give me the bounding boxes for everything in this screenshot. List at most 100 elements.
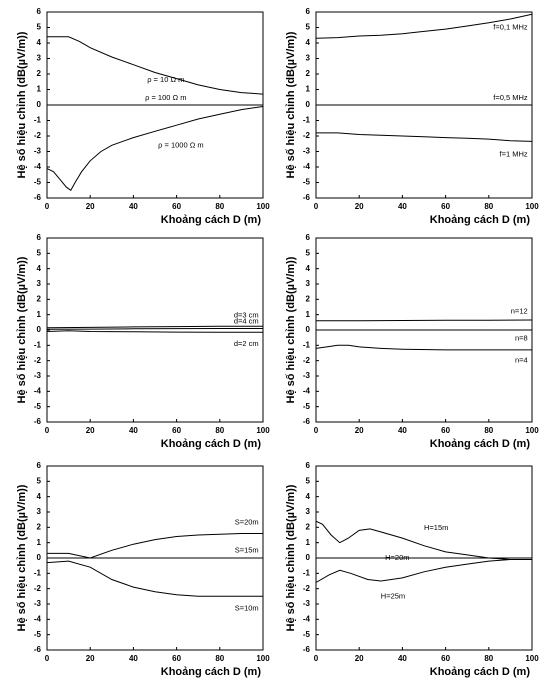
y-axis-title: Hệ số hiệu chỉnh (dB(µV/m)) (16, 256, 28, 403)
x-tick-label: 100 (256, 426, 270, 435)
y-tick-label: 6 (306, 7, 311, 16)
series-line (315, 344, 532, 351)
series-line (47, 36, 264, 95)
y-tick-label: -1 (303, 568, 311, 577)
x-tick-label: 40 (398, 202, 407, 211)
y-tick-label: 0 (306, 325, 311, 334)
x-tick-label: 80 (215, 426, 224, 435)
y-axis-title: Hệ số hiệu chỉnh (dB(µV/m)) (16, 484, 28, 631)
y-tick-label: -2 (34, 584, 42, 593)
x-tick-label: 20 (86, 654, 95, 663)
series-label: H=25m (381, 591, 405, 600)
y-tick-label: -3 (34, 371, 42, 380)
x-tick-label: 0 (45, 426, 50, 435)
y-tick-label: -4 (34, 162, 42, 171)
series-label: H=15m (424, 523, 448, 532)
y-tick-label: -3 (34, 599, 42, 608)
y-tick-label: 5 (306, 476, 311, 485)
x-axis-title: Khoảng cách D (m) (430, 666, 531, 678)
y-tick-label: 3 (37, 507, 42, 516)
y-tick-label: 2 (37, 522, 42, 531)
x-tick-label: 40 (398, 426, 407, 435)
y-tick-label: -1 (303, 116, 311, 125)
y-tick-label: -4 (303, 386, 311, 395)
y-tick-label: -6 (34, 193, 42, 202)
y-tick-label: -3 (303, 599, 311, 608)
series-label: S=15m (235, 545, 259, 554)
x-tick-label: 0 (45, 654, 50, 663)
y-tick-label: 1 (37, 85, 42, 94)
series-label: f=1 MHz (500, 150, 528, 159)
x-tick-label: 80 (215, 202, 224, 211)
y-tick-label: 5 (306, 248, 311, 257)
y-tick-label: 4 (306, 492, 311, 501)
y-tick-label: -3 (303, 371, 311, 380)
y-tick-label: 3 (37, 54, 42, 63)
y-tick-label: -2 (303, 584, 311, 593)
x-tick-label: 20 (355, 654, 364, 663)
y-tick-label: -3 (34, 147, 42, 156)
series-label: d=2 cm (234, 339, 259, 348)
y-tick-label: 6 (306, 461, 311, 470)
y-tick-label: -1 (34, 340, 42, 349)
series-label: S=10m (235, 604, 259, 613)
x-tick-label: 20 (355, 426, 364, 435)
y-tick-label: 4 (306, 264, 311, 273)
y-tick-label: 2 (306, 522, 311, 531)
series-label: d=4 cm (234, 317, 259, 326)
series-label: H=20m (385, 553, 409, 562)
x-tick-label: 60 (441, 202, 450, 211)
y-tick-label: -2 (303, 356, 311, 365)
x-tick-label: 40 (129, 426, 138, 435)
series-label: ρ = 100 Ω m (145, 93, 186, 102)
y-tick-label: 1 (306, 310, 311, 319)
x-tick-label: 0 (45, 202, 50, 211)
y-tick-label: 1 (306, 85, 311, 94)
y-axis-title: Hệ số hiệu chỉnh (dB(µV/m)) (285, 256, 297, 403)
y-tick-label: 6 (306, 233, 311, 242)
x-tick-label: 20 (86, 202, 95, 211)
y-tick-label: 5 (306, 23, 311, 32)
y-tick-label: 4 (37, 38, 42, 47)
x-tick-label: 40 (129, 654, 138, 663)
x-tick-label: 0 (314, 426, 319, 435)
series-label: n=4 (515, 356, 528, 365)
y-tick-label: 3 (306, 279, 311, 288)
x-tick-label: 60 (172, 202, 181, 211)
y-tick-label: -5 (303, 402, 311, 411)
series-line (315, 559, 532, 583)
x-tick-label: 100 (256, 654, 270, 663)
y-tick-label: -4 (34, 386, 42, 395)
y-tick-label: -4 (34, 614, 42, 623)
x-axis-title: Khoảng cách D (m) (161, 214, 262, 226)
y-tick-label: 0 (37, 100, 42, 109)
y-tick-label: -4 (303, 162, 311, 171)
y-tick-label: -6 (34, 645, 42, 654)
y-tick-label: -2 (303, 131, 311, 140)
y-tick-label: -5 (303, 178, 311, 187)
y-tick-label: 1 (37, 310, 42, 319)
series-line (315, 520, 532, 560)
x-tick-label: 0 (314, 654, 319, 663)
x-tick-label: 60 (172, 426, 181, 435)
y-tick-label: 5 (37, 248, 42, 257)
y-tick-label: -5 (34, 630, 42, 639)
series-label: d=3 cm (234, 310, 259, 319)
x-tick-label: 40 (398, 654, 407, 663)
series-label: ρ = 10 Ω m (147, 75, 184, 84)
series-label: ρ = 1000 Ω m (158, 140, 204, 149)
series-line (315, 13, 533, 39)
x-tick-label: 0 (314, 202, 319, 211)
x-tick-label: 100 (256, 202, 270, 211)
series-line (46, 330, 263, 333)
series-line (46, 328, 263, 330)
y-tick-label: 1 (37, 538, 42, 547)
y-tick-label: -6 (303, 193, 311, 202)
y-tick-label: 6 (37, 461, 42, 470)
y-tick-label: -3 (303, 147, 311, 156)
y-tick-label: 6 (37, 7, 42, 16)
y-tick-label: -1 (303, 340, 311, 349)
